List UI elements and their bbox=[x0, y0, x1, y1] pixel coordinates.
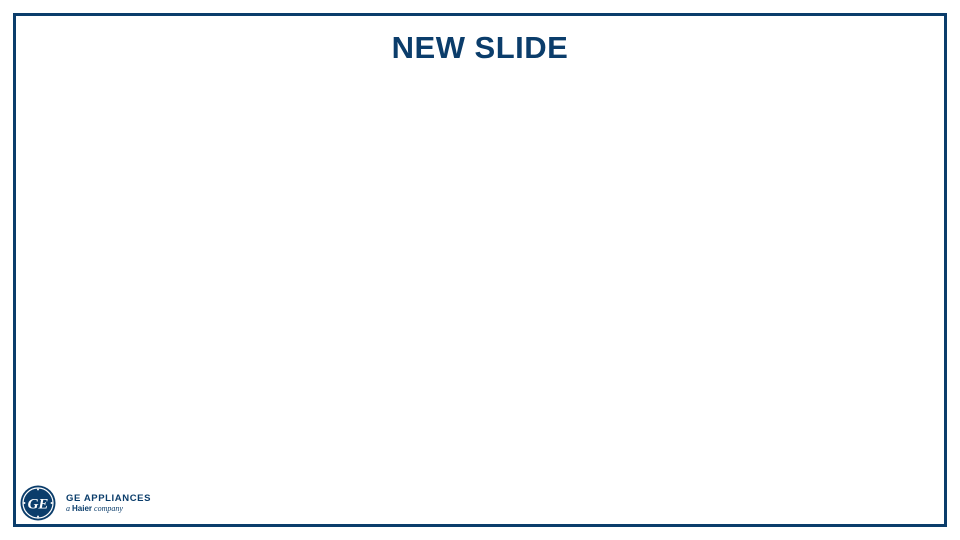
ge-monogram-icon: GE bbox=[20, 485, 56, 521]
tagline-suffix: company bbox=[94, 503, 123, 513]
tagline-prefix: a bbox=[66, 503, 70, 513]
logo-wordmark: GE APPLIANCES a Haier company bbox=[66, 493, 151, 514]
slide-border-frame bbox=[13, 13, 947, 527]
slide-title[interactable]: NEW SLIDE bbox=[391, 30, 569, 65]
ge-monogram-text: GE bbox=[28, 497, 49, 513]
ge-appliances-logo: GE GE APPLIANCES a Haier company bbox=[20, 485, 151, 521]
brand-tagline: a Haier company bbox=[66, 504, 151, 514]
brand-name: GE APPLIANCES bbox=[66, 492, 152, 504]
tagline-company-name: Haier bbox=[72, 503, 93, 513]
